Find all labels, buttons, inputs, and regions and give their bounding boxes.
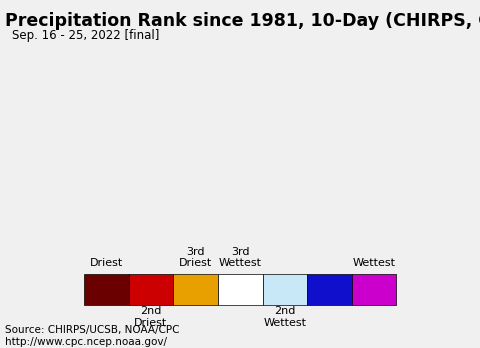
Text: Sep. 16 - 25, 2022 [final]: Sep. 16 - 25, 2022 [final] xyxy=(12,29,159,41)
Text: 3rd
Wettest: 3rd Wettest xyxy=(219,247,262,268)
Bar xyxy=(263,274,307,305)
Bar xyxy=(84,274,129,305)
Text: Wettest: Wettest xyxy=(353,258,396,268)
Text: 3rd
Driest: 3rd Driest xyxy=(179,247,212,268)
Text: http://www.cpc.ncep.noaa.gov/: http://www.cpc.ncep.noaa.gov/ xyxy=(5,337,167,347)
Text: Source: CHIRPS/UCSB, NOAA/CPC: Source: CHIRPS/UCSB, NOAA/CPC xyxy=(5,325,180,335)
Text: Driest: Driest xyxy=(90,258,123,268)
Text: 2nd
Wettest: 2nd Wettest xyxy=(264,306,306,328)
Bar xyxy=(173,274,218,305)
Bar xyxy=(307,274,352,305)
Bar xyxy=(129,274,173,305)
Text: 2nd
Driest: 2nd Driest xyxy=(134,306,168,328)
Text: Precipitation Rank since 1981, 10-Day (CHIRPS, CPC): Precipitation Rank since 1981, 10-Day (C… xyxy=(5,12,480,30)
Bar xyxy=(352,274,396,305)
Bar xyxy=(218,274,263,305)
